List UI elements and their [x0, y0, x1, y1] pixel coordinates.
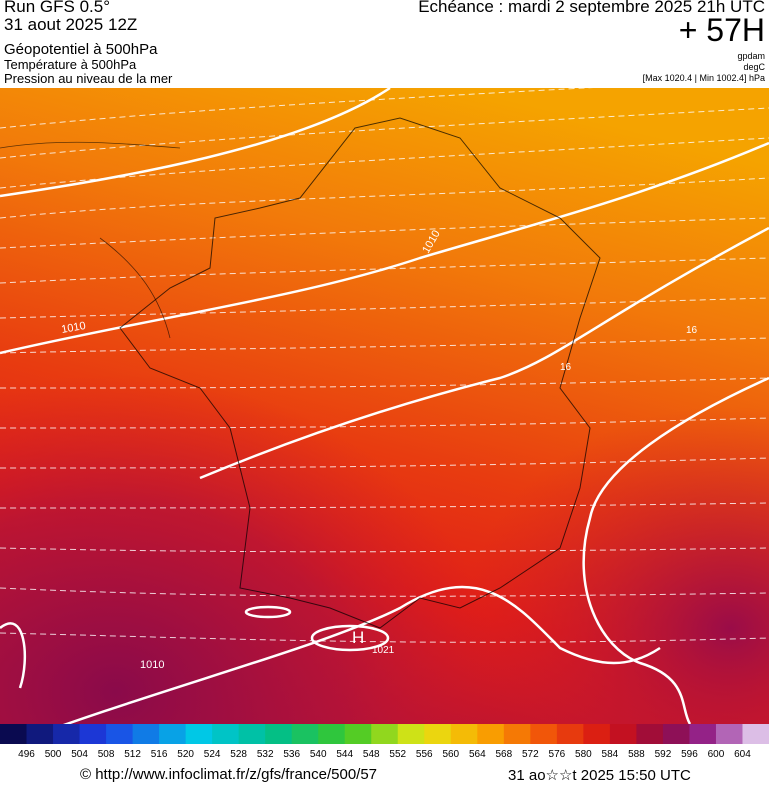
colorbar-swatch — [238, 724, 266, 744]
country-border — [119, 117, 601, 629]
map-label: 1010 — [140, 659, 164, 671]
colorbar-swatch — [265, 724, 293, 744]
colorbar-swatch — [742, 724, 769, 744]
colorbar-swatch — [662, 724, 690, 744]
colorbar-label: 536 — [283, 749, 300, 760]
unit: degC — [743, 62, 765, 72]
valid-time: Echéance : mardi 2 septembre 2025 21h UT… — [418, 0, 765, 16]
colorbar-label: 568 — [495, 749, 512, 760]
map-label: H — [352, 628, 364, 647]
colorbar-label: 588 — [628, 749, 645, 760]
footer-stamp: 31 ao☆☆t 2025 15:50 UTC — [508, 767, 691, 784]
colorbar-swatch — [503, 724, 531, 744]
coastline — [0, 141, 181, 339]
colorbar-swatch — [371, 724, 399, 744]
footer-url: © http://www.infoclimat.fr/z/gfs/france/… — [80, 766, 378, 783]
run: Run GFS 0.5° — [4, 0, 111, 16]
map-label: 1021 — [372, 645, 395, 656]
colorbar-swatch — [450, 724, 478, 744]
colorbar-label: 576 — [549, 749, 566, 760]
colorbar-swatch — [185, 724, 213, 744]
colorbar-label: 504 — [71, 749, 88, 760]
colorbar-label: 552 — [389, 749, 406, 760]
colorbar-label: 584 — [602, 749, 619, 760]
layer: Géopotentiel à 500hPa — [4, 41, 158, 58]
colorbar-swatch — [79, 724, 107, 744]
colorbar-label: 544 — [336, 749, 353, 760]
lead-time: + 57H — [678, 12, 765, 48]
colorbar-swatch — [159, 724, 187, 744]
colorbar-swatch — [636, 724, 664, 744]
colorbar-label: 600 — [708, 749, 725, 760]
map-label: 16 — [560, 362, 572, 373]
colorbar-swatch — [132, 724, 160, 744]
colorbar-label: 540 — [310, 749, 327, 760]
temperature-field — [0, 88, 769, 724]
colorbar-label: 520 — [177, 749, 194, 760]
colorbar-swatch — [106, 724, 134, 744]
layer: Pression au niveau de la mer — [4, 71, 173, 86]
colorbar-label: 580 — [575, 749, 592, 760]
layer: Température à 500hPa — [4, 57, 137, 72]
colorbar-swatch — [530, 724, 558, 744]
colorbar-swatch — [212, 724, 240, 744]
colorbar-label: 524 — [204, 749, 221, 760]
colorbar-label: 592 — [655, 749, 672, 760]
colorbar-label: 560 — [442, 749, 459, 760]
colorbar-label: 512 — [124, 749, 141, 760]
colorbar-swatch — [609, 724, 637, 744]
colorbar: 496 500 504 508 512 516 520 524 528 532 536 540 544 5… — [0, 724, 769, 760]
colorbar-label: 532 — [257, 749, 274, 760]
colorbar-label: 496 — [18, 749, 35, 760]
colorbar-swatch — [424, 724, 452, 744]
colorbar-label: 564 — [469, 749, 486, 760]
colorbar-label: 508 — [98, 749, 115, 760]
map-label: 16 — [686, 325, 698, 336]
colorbar-swatch — [291, 724, 319, 744]
colorbar-swatch — [0, 724, 28, 744]
map-label: 1010 — [60, 320, 86, 336]
colorbar-label: 500 — [45, 749, 62, 760]
colorbar-swatch — [53, 724, 81, 744]
colorbar-swatch — [689, 724, 717, 744]
colorbar-swatch — [397, 724, 425, 744]
colorbar-label: 516 — [151, 749, 168, 760]
run-date: 31 aout 2025 12Z — [4, 15, 138, 34]
colorbar-swatch — [344, 724, 372, 744]
colorbar-label: 596 — [681, 749, 698, 760]
colorbar-swatch — [556, 724, 584, 744]
unit: gpdam — [737, 51, 765, 61]
colorbar-swatch — [26, 724, 54, 744]
colorbar-label: 548 — [363, 749, 380, 760]
pressure-range: [Max 1020.4 | Min 1002.4] hPa — [642, 73, 765, 83]
colorbar-swatch — [583, 724, 611, 744]
colorbar-swatch — [477, 724, 505, 744]
colorbar-swatch — [318, 724, 346, 744]
colorbar-label: 528 — [230, 749, 247, 760]
colorbar-label: 604 — [734, 749, 751, 760]
isobars — [0, 88, 769, 724]
colorbar-label: 556 — [416, 749, 433, 760]
colorbar-label: 572 — [522, 749, 539, 760]
geopotential-contours — [0, 88, 769, 643]
colorbar-swatch — [715, 724, 743, 744]
